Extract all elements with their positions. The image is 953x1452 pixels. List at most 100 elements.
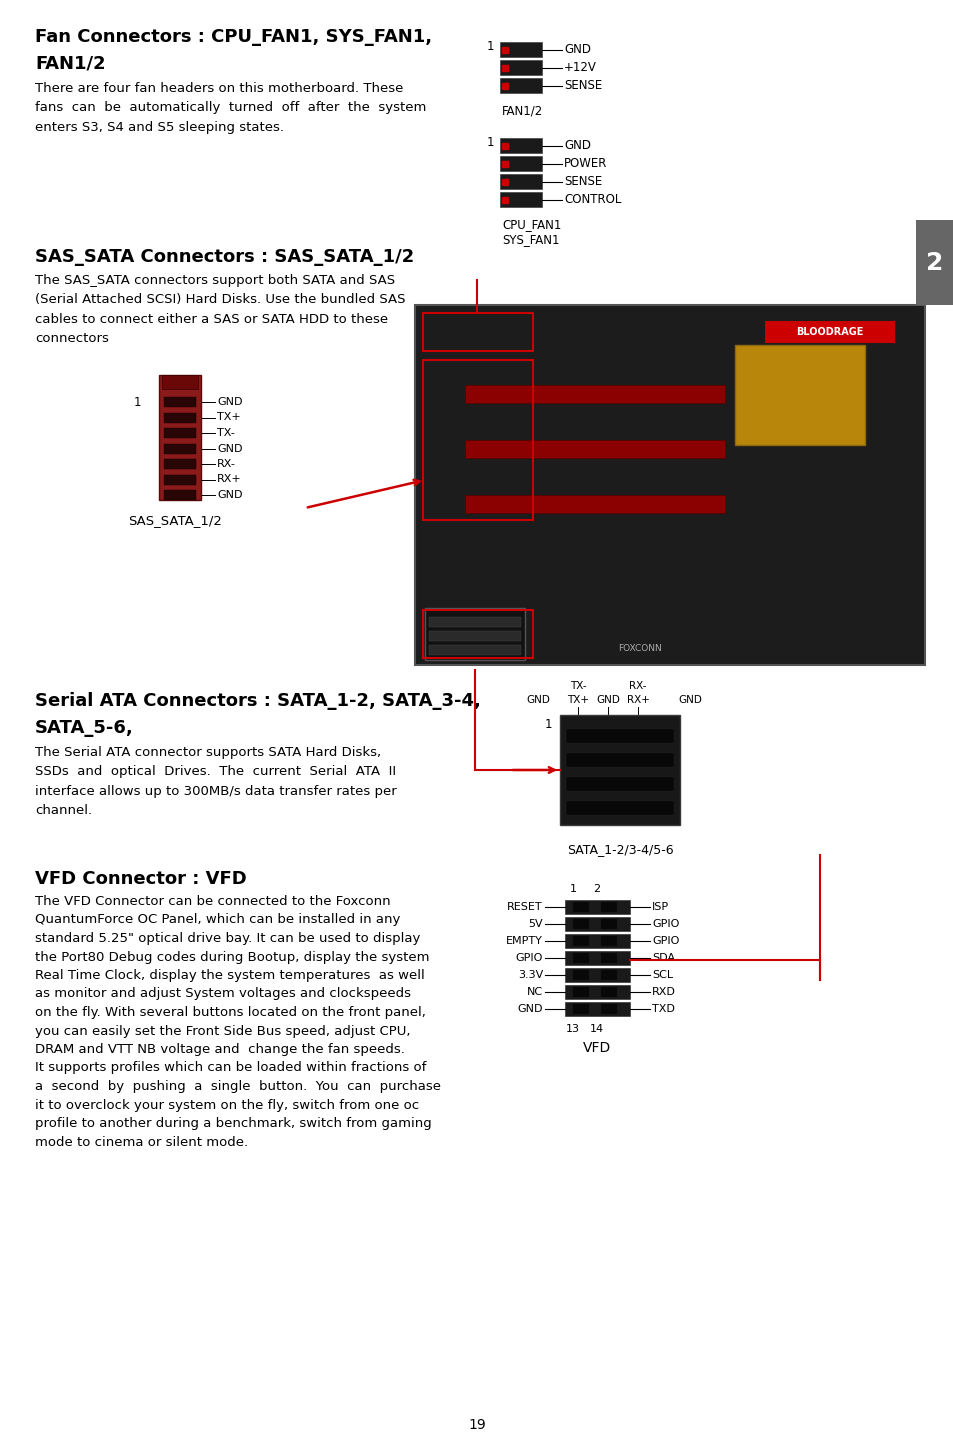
Bar [564,918,629,931]
Bar [464,385,724,404]
Text: TX+: TX+ [566,696,588,706]
Text: SENSE: SENSE [563,176,601,187]
Bar [573,937,588,947]
Text: POWER: POWER [563,157,607,170]
Text: RX+: RX+ [216,475,241,485]
Text: 13: 13 [565,1024,579,1034]
Text: NC: NC [526,987,542,998]
Bar [422,314,533,351]
Bar [600,970,617,980]
Bar [564,934,629,948]
Text: 3.3V: 3.3V [517,970,542,980]
Text: TXD: TXD [651,1003,674,1013]
Bar [564,1002,629,1016]
Bar [162,375,198,389]
Text: GND: GND [216,489,242,499]
Bar [764,321,894,343]
Text: There are four fan headers on this motherboard. These
fans  can  be  automatical: There are four fan headers on this mothe… [35,81,426,134]
Text: SYS_FAN1: SYS_FAN1 [501,232,558,245]
Bar [164,475,195,485]
Text: The VFD Connector can be connected to the Foxconn
QuantumForce OC Panel, which c: The VFD Connector can be connected to th… [35,894,440,1149]
Bar [164,443,195,453]
Text: BLOODRAGE: BLOODRAGE [796,327,862,337]
Text: SENSE: SENSE [563,78,601,91]
Bar [573,970,588,980]
Text: FAN1/2: FAN1/2 [35,54,106,73]
Text: 1: 1 [569,884,576,894]
Bar [464,495,724,513]
Bar [600,953,617,963]
Bar [600,919,617,929]
Bar [573,1003,588,1013]
Bar [159,375,201,499]
Text: RX+: RX+ [626,696,649,706]
Text: VFD: VFD [583,1041,611,1056]
Bar [734,346,864,444]
Text: The Serial ATA connector supports SATA Hard Disks,
SSDs  and  optical  Drives.  : The Serial ATA connector supports SATA H… [35,746,396,817]
Text: GPIO: GPIO [651,937,679,947]
Bar [600,937,617,947]
Bar [499,155,541,171]
Text: CPU_FAN1: CPU_FAN1 [501,218,560,231]
Bar [564,951,629,966]
Text: Fan Connectors : CPU_FAN1, SYS_FAN1,: Fan Connectors : CPU_FAN1, SYS_FAN1, [35,28,432,46]
Text: GND: GND [596,696,619,706]
Bar [564,900,629,913]
Text: 1: 1 [544,719,552,732]
Text: SAS_SATA Connectors : SAS_SATA_1/2: SAS_SATA Connectors : SAS_SATA_1/2 [35,248,414,266]
Bar [573,987,588,998]
Bar [422,610,533,658]
Bar [164,489,195,499]
Text: GND: GND [517,1003,542,1013]
Text: 1: 1 [133,396,141,409]
Bar [573,953,588,963]
Text: RX-: RX- [629,681,646,691]
Text: 14: 14 [589,1024,603,1034]
Text: VFD Connector : VFD: VFD Connector : VFD [35,870,247,889]
Text: The SAS_SATA connectors support both SATA and SAS
(Serial Attached SCSI) Hard Di: The SAS_SATA connectors support both SAT… [35,274,405,346]
Text: +12V: +12V [563,61,597,74]
Text: 5V: 5V [528,919,542,929]
Bar [600,1003,617,1013]
Text: 1: 1 [486,136,494,150]
Bar [915,221,953,305]
Text: EMPTY: EMPTY [506,937,542,947]
Text: GND: GND [216,396,242,407]
Text: RESET: RESET [507,902,542,912]
Text: SDA: SDA [651,953,675,963]
Bar [559,714,679,825]
Bar [429,645,520,655]
Text: 19: 19 [468,1419,485,1432]
Text: TX+: TX+ [216,412,240,423]
Bar [573,919,588,929]
Text: SATA_5-6,: SATA_5-6, [35,719,133,738]
Text: Serial ATA Connectors : SATA_1-2, SATA_3-4,: Serial ATA Connectors : SATA_1-2, SATA_3… [35,693,480,710]
Text: SCL: SCL [651,970,673,980]
Text: GND: GND [563,139,590,152]
Text: TX-: TX- [569,681,586,691]
Bar [464,440,724,457]
Bar [600,902,617,912]
Text: 1: 1 [486,41,494,54]
Text: GND: GND [678,696,701,706]
Bar [564,984,629,999]
Text: GPIO: GPIO [651,919,679,929]
Bar [164,428,195,439]
Bar [499,138,541,152]
Text: TX-: TX- [216,428,234,439]
Bar [422,360,533,520]
Bar [429,632,520,640]
Bar [565,777,673,791]
Text: FOXCONN: FOXCONN [618,645,661,653]
Text: 2: 2 [593,884,600,894]
Bar [600,987,617,998]
Bar [564,968,629,982]
Text: GND: GND [525,696,549,706]
Text: GPIO: GPIO [515,953,542,963]
Text: 2: 2 [925,251,943,274]
Bar [573,902,588,912]
Text: RXD: RXD [651,987,675,998]
Bar [499,60,541,76]
Text: GND: GND [563,44,590,57]
Bar [499,42,541,57]
